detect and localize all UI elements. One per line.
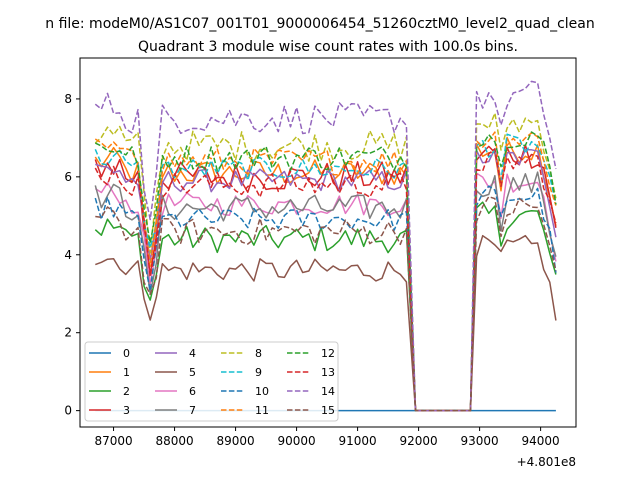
series-line-13 <box>94 148 557 412</box>
legend-label-15: 15 <box>321 404 335 417</box>
x-offset-label: +4.801e8 <box>517 455 576 469</box>
window-title: n file: modeM0/AS1C07_001T01_9000006454_… <box>45 16 594 32</box>
series-line-7 <box>94 171 557 412</box>
legend-label-1: 1 <box>123 366 130 379</box>
legend-label-6: 6 <box>189 385 196 398</box>
legend-box <box>84 341 339 422</box>
series-line-3 <box>94 144 557 412</box>
legend-label-7: 7 <box>189 404 196 417</box>
plot-frame <box>79 57 577 428</box>
y-tick-label: 6 <box>64 170 72 184</box>
legend-label-0: 0 <box>123 347 130 360</box>
y-axis: 0 2 4 6 8 <box>64 92 80 418</box>
legend-label-8: 8 <box>255 347 262 360</box>
series-line-11 <box>94 131 557 412</box>
series-line-12 <box>94 131 557 412</box>
x-tick-label: 94000 <box>522 434 560 448</box>
x-tick-label: 92000 <box>400 434 438 448</box>
series-line-8 <box>94 112 557 412</box>
series-line-15 <box>95 195 557 412</box>
series-layer <box>94 80 557 412</box>
legend-label-13: 13 <box>321 366 335 379</box>
legend-label-4: 4 <box>189 347 196 360</box>
x-tick-label: 93000 <box>461 434 499 448</box>
series-line-10 <box>94 185 557 412</box>
legend-label-5: 5 <box>189 366 196 379</box>
x-tick-label: 91000 <box>338 434 376 448</box>
legend-label-14: 14 <box>321 385 335 398</box>
series-line-9 <box>94 133 557 412</box>
series-line-6 <box>94 172 557 412</box>
x-tick-label: 90000 <box>277 434 315 448</box>
x-tick-label: 88000 <box>155 434 193 448</box>
series-line-4 <box>95 148 557 412</box>
legend-label-11: 11 <box>255 404 269 417</box>
legend-label-12: 12 <box>321 347 335 360</box>
legend-label-3: 3 <box>123 404 130 417</box>
series-line-14 <box>94 80 557 412</box>
series-line-5 <box>95 234 557 412</box>
chart-title: Quadrant 3 module wise count rates with … <box>138 39 518 55</box>
x-tick-label: 87000 <box>94 434 132 448</box>
y-tick-label: 4 <box>64 248 72 262</box>
legend-label-9: 9 <box>255 366 262 379</box>
series-line-2 <box>94 201 557 412</box>
y-tick-label: 2 <box>64 326 72 340</box>
y-tick-label: 0 <box>64 404 72 418</box>
legend-label-10: 10 <box>255 385 269 398</box>
y-tick-label: 8 <box>64 92 72 106</box>
x-tick-label: 89000 <box>216 434 254 448</box>
legend-label-2: 2 <box>123 385 130 398</box>
x-axis: 87000 88000 89000 90000 91000 92000 93000 94000 <box>94 427 560 448</box>
